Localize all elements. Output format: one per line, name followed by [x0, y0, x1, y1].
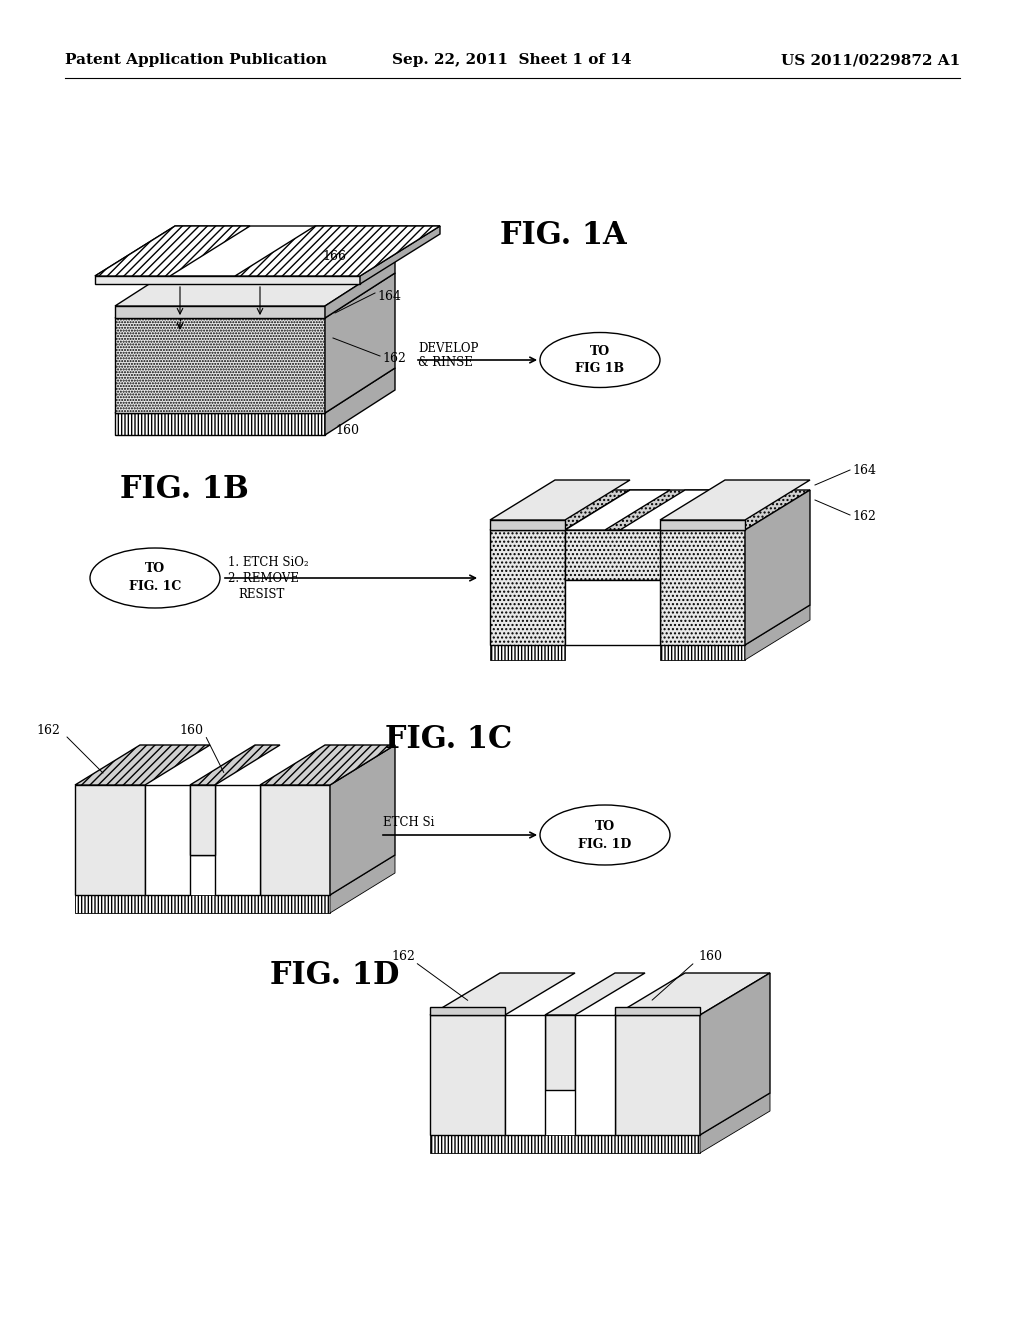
Text: RESIST: RESIST: [238, 587, 285, 601]
Text: 160: 160: [698, 950, 722, 964]
Polygon shape: [700, 1093, 770, 1152]
Polygon shape: [260, 785, 330, 895]
Polygon shape: [215, 785, 260, 895]
Polygon shape: [620, 490, 725, 531]
Text: FIG. 1D: FIG. 1D: [270, 960, 399, 990]
Text: 162: 162: [382, 351, 406, 364]
Polygon shape: [115, 368, 395, 413]
Text: FIG. 1C: FIG. 1C: [385, 725, 512, 755]
Polygon shape: [660, 531, 745, 645]
Polygon shape: [565, 531, 660, 579]
Polygon shape: [190, 744, 280, 785]
Text: ETCH Si: ETCH Si: [383, 816, 434, 829]
Polygon shape: [615, 973, 770, 1015]
Polygon shape: [430, 1007, 505, 1015]
Polygon shape: [505, 1015, 545, 1135]
Polygon shape: [660, 490, 810, 531]
Polygon shape: [115, 261, 395, 306]
Polygon shape: [75, 744, 210, 785]
Polygon shape: [745, 490, 810, 645]
Polygon shape: [545, 1015, 575, 1090]
Polygon shape: [430, 973, 575, 1015]
Polygon shape: [545, 973, 645, 1015]
Polygon shape: [490, 520, 565, 531]
Text: FIG 1B: FIG 1B: [575, 362, 625, 375]
Text: FIG. 1D: FIG. 1D: [579, 837, 632, 850]
Polygon shape: [575, 1015, 615, 1135]
Polygon shape: [660, 645, 745, 660]
Text: 166: 166: [322, 249, 346, 263]
Text: 2. REMOVE: 2. REMOVE: [228, 572, 299, 585]
Text: TO: TO: [145, 562, 165, 576]
Polygon shape: [430, 1015, 505, 1135]
Text: 164: 164: [852, 463, 876, 477]
Polygon shape: [565, 490, 725, 531]
Polygon shape: [95, 276, 360, 284]
Polygon shape: [190, 785, 215, 855]
Polygon shape: [115, 318, 325, 413]
Text: Patent Application Publication: Patent Application Publication: [65, 53, 327, 67]
Polygon shape: [234, 226, 440, 276]
Polygon shape: [660, 480, 810, 520]
Text: 160: 160: [179, 723, 203, 737]
Polygon shape: [360, 226, 440, 284]
Text: TO: TO: [590, 346, 610, 358]
Polygon shape: [330, 744, 395, 895]
Polygon shape: [115, 306, 325, 318]
Polygon shape: [190, 785, 215, 855]
Polygon shape: [490, 531, 565, 645]
Polygon shape: [95, 226, 250, 276]
Polygon shape: [95, 226, 440, 276]
Polygon shape: [145, 785, 190, 895]
Text: FIG. 1C: FIG. 1C: [129, 581, 181, 594]
Text: 160: 160: [335, 424, 359, 437]
Polygon shape: [430, 1135, 700, 1152]
Text: FIG. 1B: FIG. 1B: [120, 474, 249, 506]
Polygon shape: [75, 895, 330, 913]
Text: FIG. 1A: FIG. 1A: [500, 219, 627, 251]
Text: 164: 164: [377, 289, 401, 302]
Polygon shape: [660, 520, 745, 531]
Polygon shape: [115, 273, 395, 318]
Polygon shape: [75, 785, 145, 895]
Polygon shape: [330, 855, 395, 913]
Polygon shape: [745, 605, 810, 660]
Ellipse shape: [540, 805, 670, 865]
Polygon shape: [490, 645, 565, 660]
Polygon shape: [325, 261, 395, 318]
Polygon shape: [615, 1015, 700, 1135]
Polygon shape: [490, 480, 630, 520]
Polygon shape: [490, 490, 630, 531]
Text: 162: 162: [36, 723, 60, 737]
Polygon shape: [700, 973, 770, 1135]
Text: 1. ETCH SiO₂: 1. ETCH SiO₂: [228, 557, 308, 569]
Polygon shape: [325, 368, 395, 436]
Ellipse shape: [90, 548, 220, 609]
Text: 162: 162: [852, 511, 876, 524]
Ellipse shape: [540, 333, 660, 388]
Polygon shape: [325, 273, 395, 413]
Polygon shape: [565, 579, 660, 645]
Polygon shape: [260, 744, 395, 785]
Polygon shape: [145, 785, 260, 855]
Text: Sep. 22, 2011  Sheet 1 of 14: Sep. 22, 2011 Sheet 1 of 14: [392, 53, 632, 67]
Text: TO: TO: [595, 820, 615, 833]
Text: 162: 162: [391, 950, 415, 964]
Text: & RINSE: & RINSE: [418, 356, 473, 370]
Polygon shape: [565, 490, 670, 531]
Text: US 2011/0229872 A1: US 2011/0229872 A1: [780, 53, 961, 67]
Polygon shape: [615, 1007, 700, 1015]
Polygon shape: [115, 413, 325, 436]
Text: DEVELOP: DEVELOP: [418, 342, 478, 355]
